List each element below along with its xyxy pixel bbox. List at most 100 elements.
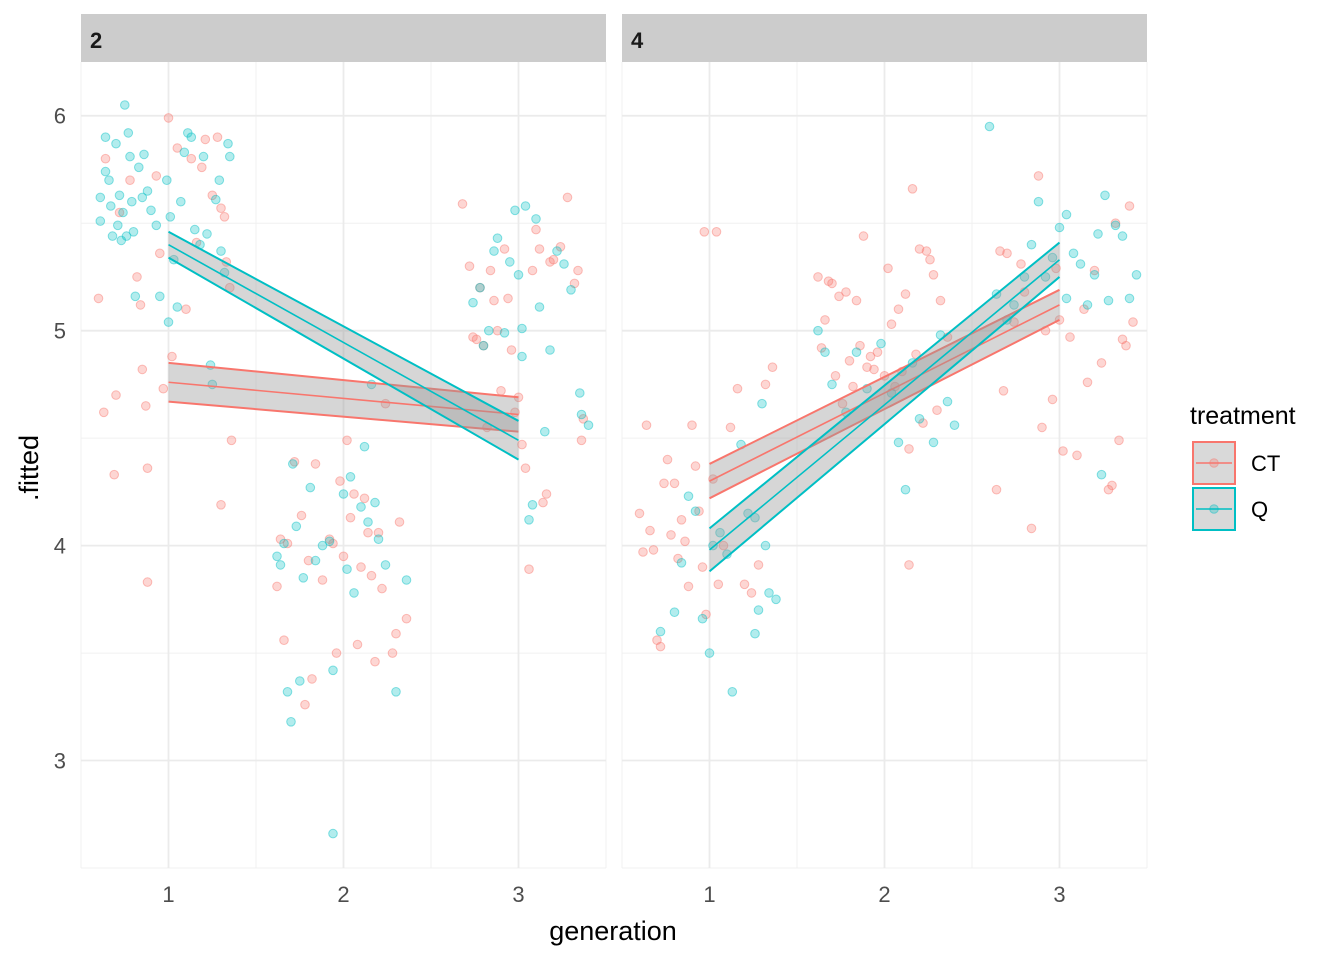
data-point [883,263,893,274]
data-point [505,257,515,267]
y-tick-label: 4 [54,534,66,559]
data-point [142,577,153,587]
data-point [489,246,499,256]
ribbon-upper-edge-Q [168,230,519,422]
data-point [1121,340,1131,351]
x-axis-title: generation [549,916,677,946]
data-point [123,128,134,138]
data-point [531,214,541,224]
data-point [295,676,305,686]
data-point [114,190,125,201]
data-point [851,295,862,306]
data-point [1103,484,1114,495]
data-point [279,538,289,549]
data-point [771,594,781,605]
data-point [1072,450,1082,461]
data-point [370,656,380,667]
data-point [1016,259,1026,269]
data-point [872,347,883,358]
data-point [1089,270,1100,280]
facet-strip [622,14,1147,62]
data-point [95,216,106,226]
data-point [732,383,743,394]
data-point [1107,480,1117,491]
x-tick-label: 3 [1053,882,1065,907]
data-point [865,351,876,362]
data-point [1051,263,1061,274]
data-point [151,171,162,181]
data-point [104,175,114,185]
data-point [715,527,725,538]
data-point [223,138,233,149]
data-point [475,282,485,293]
data-point [942,396,953,407]
data-point [219,212,230,222]
data-point [225,151,235,162]
data-point [687,420,697,431]
data-point [275,534,286,545]
data-point [137,192,148,203]
data-point [116,235,127,246]
data-point [114,207,125,218]
data-point [676,558,687,568]
data-point [163,317,174,327]
ribbon-upper-edge-CT [168,361,519,399]
data-point [1082,300,1093,310]
data-point [1075,259,1086,269]
data-point [478,340,489,351]
points-CT [93,113,589,710]
x-tick-label: 1 [162,882,174,907]
data-point [552,246,562,256]
data-point [179,147,190,158]
data-point [513,270,524,280]
data-point [652,635,662,646]
data-point [680,536,690,547]
data-point [914,244,925,254]
data-point [363,527,373,538]
data-point [331,648,342,658]
data-point [317,540,328,551]
data-point [834,291,844,302]
data-point [904,560,914,570]
x-tick-label: 2 [337,882,349,907]
data-point [816,343,827,353]
data-point [216,203,226,213]
data-point [746,588,757,598]
data-point [1128,317,1138,327]
data-point [401,575,412,585]
data-point [750,512,760,523]
y-axis-title: .fitted [14,435,44,501]
data-point [1047,252,1058,263]
confidence-ribbon-Q [168,231,519,460]
data-point [1110,220,1121,231]
data-point [527,265,538,276]
data-point [524,564,534,575]
data-point [468,332,478,342]
data-point [279,635,289,646]
y-tick-label: 3 [54,749,66,774]
data-point [683,581,694,592]
data-point [289,457,300,467]
data-point [296,510,307,521]
data-point [207,190,218,201]
data-point [1096,358,1107,368]
data-point [335,476,345,486]
data-point [394,517,405,527]
data-point [305,482,316,493]
data-point [524,515,534,525]
data-point [576,409,587,420]
facet-strip-label: 2 [90,28,102,53]
data-point [760,379,771,390]
data-point [121,231,132,241]
data-point [492,325,503,336]
data-point [697,613,708,624]
legend-label: Q [1251,497,1268,522]
data-point [111,390,121,400]
data-point [935,295,946,306]
data-point [694,506,704,517]
data-point [921,246,932,256]
legend-items: CT Q [1192,441,1280,531]
data-point [298,573,309,583]
data-point [286,717,296,727]
data-point [125,151,135,162]
